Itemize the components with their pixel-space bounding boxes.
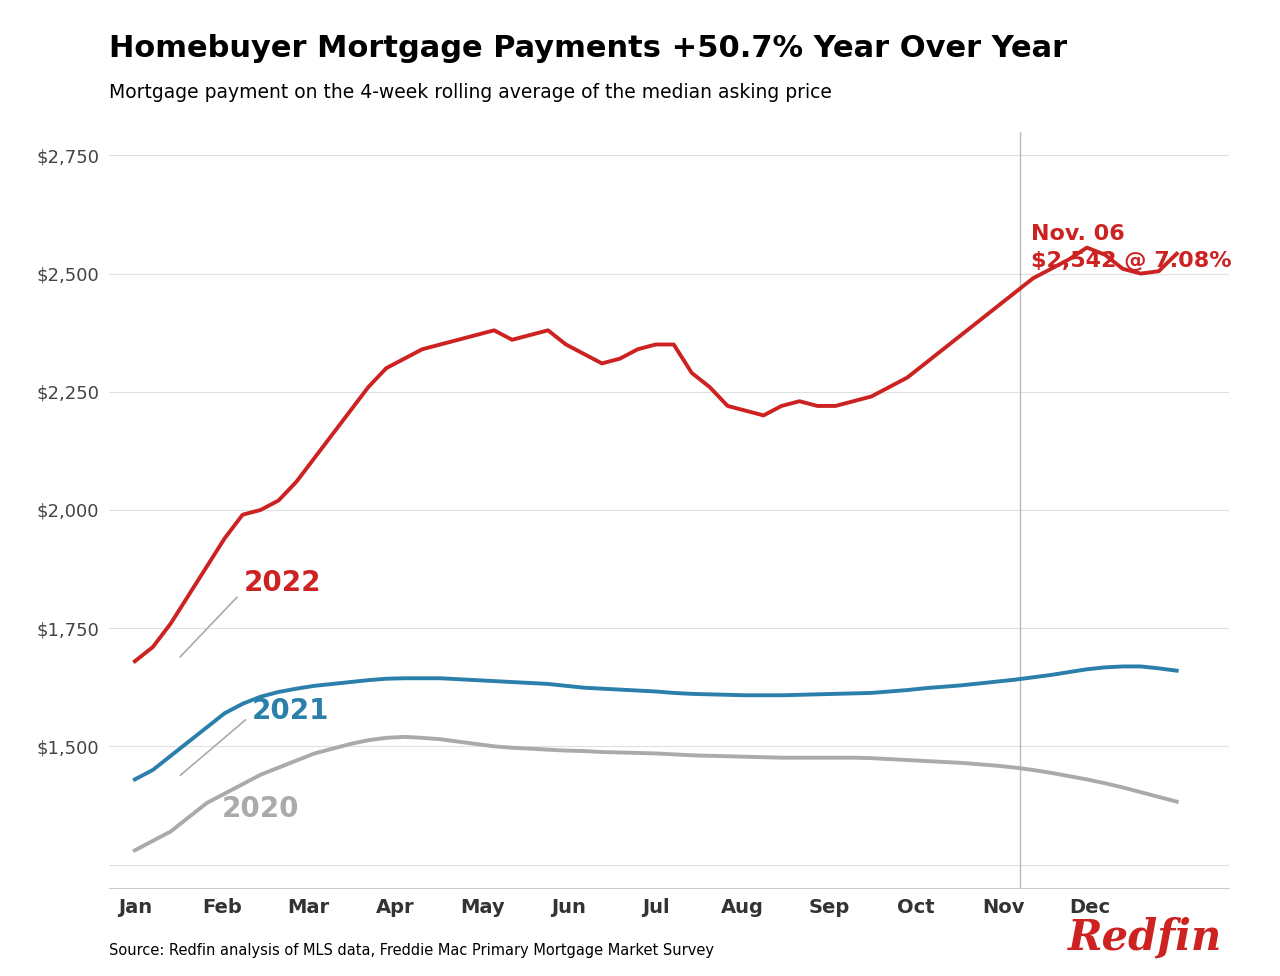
Text: Redfin: Redfin — [1068, 916, 1222, 958]
Text: Homebuyer Mortgage Payments +50.7% Year Over Year: Homebuyer Mortgage Payments +50.7% Year … — [109, 34, 1068, 63]
Text: 2020: 2020 — [221, 794, 300, 823]
Text: Mortgage payment on the 4-week rolling average of the median asking price: Mortgage payment on the 4-week rolling a… — [109, 83, 832, 102]
Text: Source: Redfin analysis of MLS data, Freddie Mac Primary Mortgage Market Survey: Source: Redfin analysis of MLS data, Fre… — [109, 944, 714, 958]
Text: 2022: 2022 — [243, 569, 321, 597]
Text: 2021: 2021 — [252, 697, 329, 725]
Text: Nov. 06
$2,542 @ 7.08%: Nov. 06 $2,542 @ 7.08% — [1030, 224, 1231, 270]
